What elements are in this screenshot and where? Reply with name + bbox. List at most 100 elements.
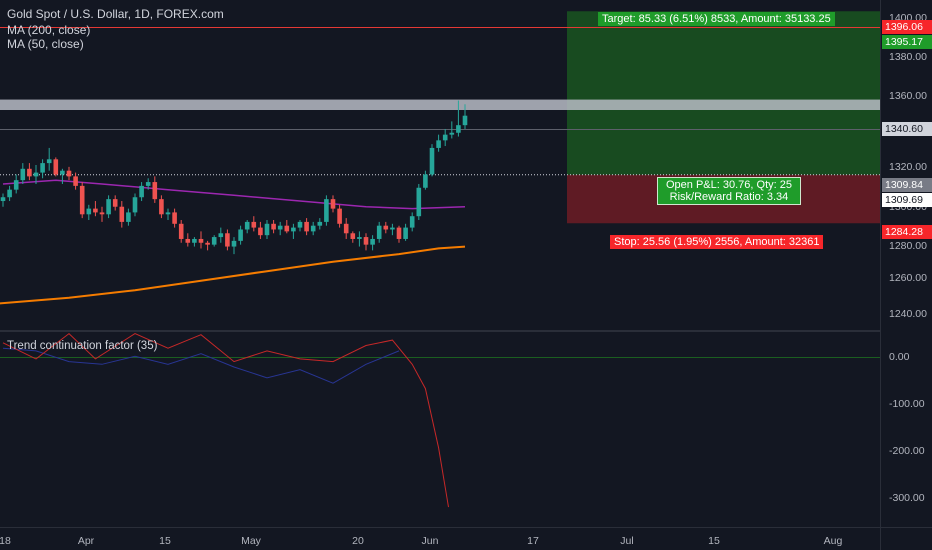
candle-body xyxy=(409,216,415,228)
price-label-target: 1396.06 xyxy=(882,20,932,34)
candle xyxy=(178,220,184,243)
price-tick: 1260.00 xyxy=(889,272,927,284)
candle xyxy=(449,121,455,139)
candle xyxy=(310,221,316,236)
candle xyxy=(86,204,92,220)
candle xyxy=(350,231,356,243)
candle-body xyxy=(126,212,131,222)
candle-body xyxy=(383,225,389,230)
time-tick: Aug xyxy=(824,535,843,547)
candle-body xyxy=(376,225,382,239)
indicator-tick: 0.00 xyxy=(889,351,910,363)
indicator-pane xyxy=(0,332,880,508)
horizontal-lines[interactable] xyxy=(0,27,880,176)
candle-body xyxy=(264,223,270,236)
candle-body xyxy=(251,221,257,228)
risk-reward-text: Risk/Reward Ratio: 3.34 xyxy=(669,191,789,203)
candle xyxy=(119,201,125,228)
candle-body xyxy=(165,212,171,215)
candle-body xyxy=(449,132,455,135)
candle xyxy=(165,208,171,220)
candle-body xyxy=(357,237,362,239)
ma50-series xyxy=(2,179,466,210)
candle xyxy=(112,195,118,211)
candle-body xyxy=(132,197,138,213)
candle xyxy=(416,183,422,220)
candle-body xyxy=(13,180,19,190)
candle xyxy=(159,195,164,219)
candle-body xyxy=(27,168,32,177)
time-tick: Jul xyxy=(620,535,633,547)
candle-body xyxy=(211,237,217,245)
candle xyxy=(462,104,468,129)
symbol-title[interactable]: Gold Spot / U.S. Dollar, 1D, FOREX.com xyxy=(7,7,224,21)
candle-body xyxy=(53,159,59,175)
candle xyxy=(132,193,138,217)
price-label-high: 1395.17 xyxy=(882,35,932,49)
candle-body xyxy=(317,221,323,226)
time-tick: May xyxy=(241,535,262,547)
candle xyxy=(403,223,408,241)
candle-body xyxy=(145,182,151,186)
position-zones[interactable] xyxy=(567,11,880,224)
stop-label[interactable]: Stop: 25.56 (1.95%) 2556, Amount: 32361 xyxy=(610,235,824,249)
price-tick: 1240.00 xyxy=(889,308,927,320)
candle-body xyxy=(198,238,204,243)
candle xyxy=(376,221,382,243)
indicator-title[interactable]: Trend continuation factor (35) xyxy=(7,340,158,352)
candle xyxy=(40,159,45,179)
candle xyxy=(53,157,59,177)
candles xyxy=(0,100,468,255)
candle xyxy=(231,237,237,255)
candle-body xyxy=(66,170,72,177)
candle xyxy=(106,195,111,219)
target-label[interactable]: Target: 85.33 (6.51%) 8533, Amount: 3513… xyxy=(598,12,835,26)
candle xyxy=(205,240,210,251)
candle-body xyxy=(350,233,356,239)
target-zone xyxy=(567,11,880,175)
candle-body xyxy=(436,140,441,148)
candle xyxy=(264,220,270,239)
candle xyxy=(297,220,303,232)
candle xyxy=(192,237,197,247)
candle xyxy=(198,231,204,249)
candle xyxy=(172,208,177,228)
candle xyxy=(337,204,342,228)
candle-body xyxy=(442,134,448,141)
candle xyxy=(27,163,32,181)
time-tick: Apr xyxy=(78,535,95,547)
candle xyxy=(7,185,12,202)
ma200-series xyxy=(0,245,466,305)
time-tick: 20 xyxy=(352,535,364,547)
candle xyxy=(145,178,151,190)
candle-body xyxy=(79,185,85,215)
ma200-legend[interactable]: MA (200, close) xyxy=(7,23,91,37)
candle xyxy=(244,220,250,234)
candle-body xyxy=(99,212,105,215)
time-tick: 18 xyxy=(0,535,11,547)
candle xyxy=(396,225,402,243)
time-tick: 15 xyxy=(159,535,171,547)
candle-body xyxy=(343,223,349,234)
candle-body xyxy=(0,197,6,202)
candle xyxy=(126,208,131,226)
indicator-tick: -100.00 xyxy=(889,398,925,410)
price-label-stop: 1284.28 xyxy=(882,225,932,239)
candle xyxy=(409,212,415,232)
candle xyxy=(456,100,461,137)
position-info-box[interactable]: Open P&L: 30.76, Qty: 25 Risk/Reward Rat… xyxy=(657,177,801,205)
candle xyxy=(429,144,435,177)
candle xyxy=(99,206,105,222)
price-label-last: 1309.69 xyxy=(882,193,932,207)
candle xyxy=(343,218,349,239)
candle-body xyxy=(238,229,243,241)
candle-body xyxy=(159,199,164,215)
ma50-legend[interactable]: MA (50, close) xyxy=(7,37,84,51)
candle-body xyxy=(297,221,303,228)
price-tick: 1360.00 xyxy=(889,90,927,102)
candle xyxy=(251,216,257,232)
candle xyxy=(139,182,144,202)
ma50-line xyxy=(2,179,466,210)
candle xyxy=(152,176,158,203)
